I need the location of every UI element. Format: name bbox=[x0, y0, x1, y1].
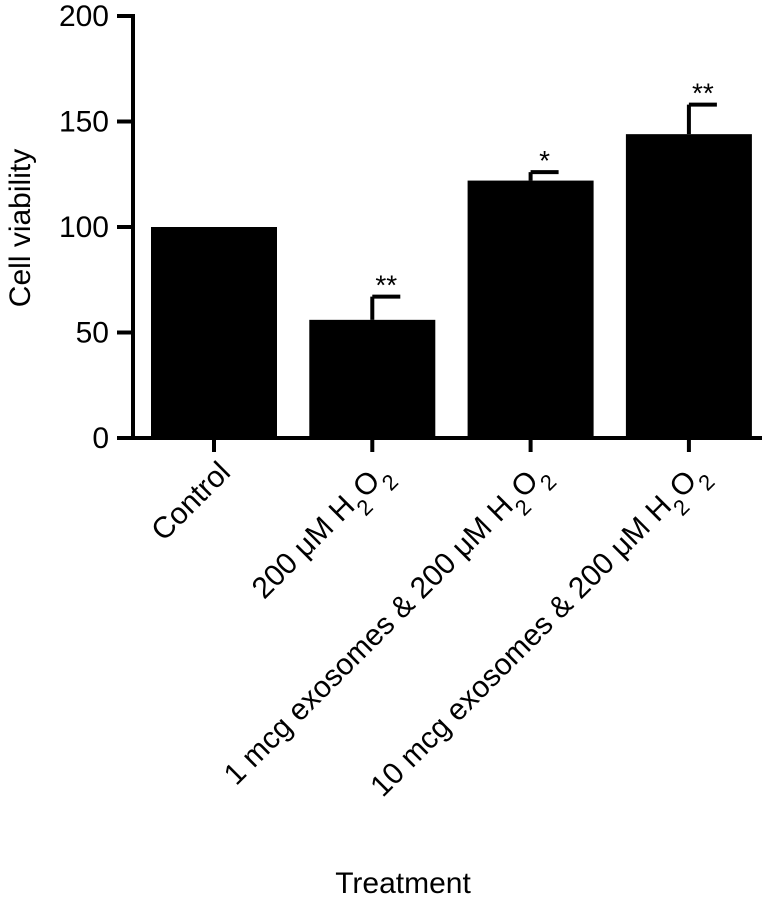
y-axis-title: Cell viability bbox=[4, 149, 37, 307]
y-tick-label: 150 bbox=[59, 106, 109, 139]
error-bars bbox=[370, 102, 717, 320]
significance-label: * bbox=[539, 145, 550, 176]
x-axis bbox=[117, 436, 762, 452]
bar bbox=[467, 180, 594, 438]
bar bbox=[625, 134, 752, 438]
significance-label: ** bbox=[692, 78, 714, 109]
bar bbox=[151, 227, 277, 438]
bar bbox=[309, 319, 436, 438]
y-tick-label: 100 bbox=[59, 211, 109, 244]
y-tick-label: 200 bbox=[59, 0, 109, 33]
bars bbox=[151, 134, 752, 438]
category-label: 1 mcg exosomes & 200 μM H2O2 bbox=[218, 456, 561, 799]
y-tick-label: 50 bbox=[76, 317, 109, 350]
y-tick-label: 0 bbox=[92, 422, 109, 455]
category-label: Control bbox=[145, 456, 237, 548]
x-axis-title: Treatment bbox=[335, 867, 471, 900]
y-axis: 0 50 100 150 200 bbox=[59, 0, 135, 455]
significance-label: ** bbox=[375, 270, 397, 301]
significance-labels: ***** bbox=[375, 78, 713, 301]
category-label: 10 mcg exosomes & 200 μM H2O2 bbox=[364, 456, 719, 811]
category-label: 200 μM H2O2 bbox=[246, 456, 403, 613]
